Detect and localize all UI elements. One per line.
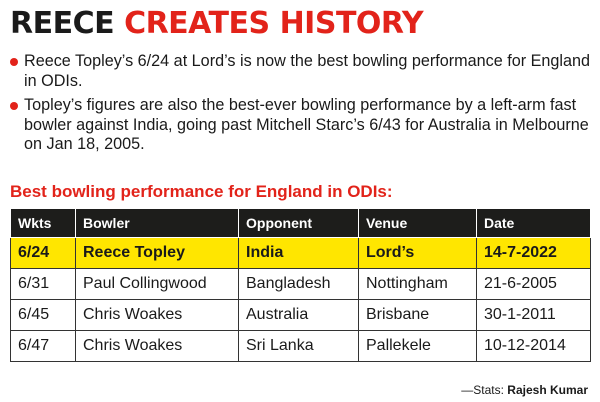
bullet-item: Reece Topley’s 6/24 at Lord’s is now the… bbox=[10, 52, 590, 91]
credit-prefix: —Stats: bbox=[461, 383, 504, 397]
bullet-dot-icon bbox=[10, 102, 18, 110]
table-row: 6/31 Paul Collingwood Bangladesh Notting… bbox=[10, 268, 591, 300]
headline-part-2: CREATES HISTORY bbox=[124, 6, 424, 41]
cell-venue: Lord’s bbox=[358, 237, 477, 269]
table-row: 6/45 Chris Woakes Australia Brisbane 30-… bbox=[10, 299, 591, 331]
bullet-text: Topley’s figures are also the best-ever … bbox=[24, 96, 589, 153]
cell-date: 21-6-2005 bbox=[476, 268, 591, 300]
cell-opponent: India bbox=[238, 237, 359, 269]
header-venue: Venue bbox=[358, 208, 477, 238]
bullet-item: Topley’s figures are also the best-ever … bbox=[10, 96, 590, 155]
cell-date: 30-1-2011 bbox=[476, 299, 591, 331]
cell-opponent: Bangladesh bbox=[238, 268, 359, 300]
table-row-highlighted: 6/24 Reece Topley India Lord’s 14-7-2022 bbox=[10, 237, 591, 269]
cell-bowler: Reece Topley bbox=[75, 237, 239, 269]
header-bowler: Bowler bbox=[75, 208, 239, 238]
cell-venue: Brisbane bbox=[358, 299, 477, 331]
cell-date: 14-7-2022 bbox=[476, 237, 591, 269]
bullet-list: Reece Topley’s 6/24 at Lord’s is now the… bbox=[10, 52, 590, 160]
table-row: 6/47 Chris Woakes Sri Lanka Pallekele 10… bbox=[10, 330, 591, 362]
header-date: Date bbox=[476, 208, 591, 238]
cell-bowler: Chris Woakes bbox=[75, 330, 239, 362]
cell-opponent: Sri Lanka bbox=[238, 330, 359, 362]
table-header-row: Wkts Bowler Opponent Venue Date bbox=[10, 208, 591, 238]
cell-wkts: 6/31 bbox=[10, 268, 76, 300]
bullet-text: Reece Topley’s 6/24 at Lord’s is now the… bbox=[24, 52, 591, 90]
header-wkts: Wkts bbox=[10, 208, 76, 238]
cell-date: 10-12-2014 bbox=[476, 330, 591, 362]
headline: REECE CREATES HISTORY bbox=[10, 4, 424, 44]
bowling-stats-table: Wkts Bowler Opponent Venue Date 6/24 Ree… bbox=[10, 208, 591, 362]
cell-bowler: Chris Woakes bbox=[75, 299, 239, 331]
cell-wkts: 6/45 bbox=[10, 299, 76, 331]
cell-wkts: 6/24 bbox=[10, 237, 76, 269]
cell-opponent: Australia bbox=[238, 299, 359, 331]
bullet-dot-icon bbox=[10, 58, 18, 66]
cell-venue: Nottingham bbox=[358, 268, 477, 300]
stats-credit: —Stats: Rajesh Kumar bbox=[461, 382, 588, 398]
headline-part-1: REECE bbox=[10, 6, 115, 41]
cell-venue: Pallekele bbox=[358, 330, 477, 362]
credit-name: Rajesh Kumar bbox=[507, 383, 588, 397]
cell-wkts: 6/47 bbox=[10, 330, 76, 362]
header-opponent: Opponent bbox=[238, 208, 359, 238]
table-subheading: Best bowling performance for England in … bbox=[10, 182, 393, 201]
cell-bowler: Paul Collingwood bbox=[75, 268, 239, 300]
